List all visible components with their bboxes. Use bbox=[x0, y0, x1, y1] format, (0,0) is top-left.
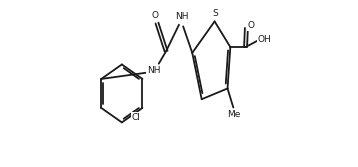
Text: S: S bbox=[213, 9, 218, 18]
Text: Me: Me bbox=[227, 110, 241, 119]
Text: O: O bbox=[248, 21, 255, 30]
Text: NH: NH bbox=[147, 66, 160, 75]
Text: NH: NH bbox=[175, 12, 189, 21]
Text: OH: OH bbox=[257, 35, 271, 44]
Text: O: O bbox=[152, 11, 159, 20]
Text: Cl: Cl bbox=[131, 113, 140, 122]
